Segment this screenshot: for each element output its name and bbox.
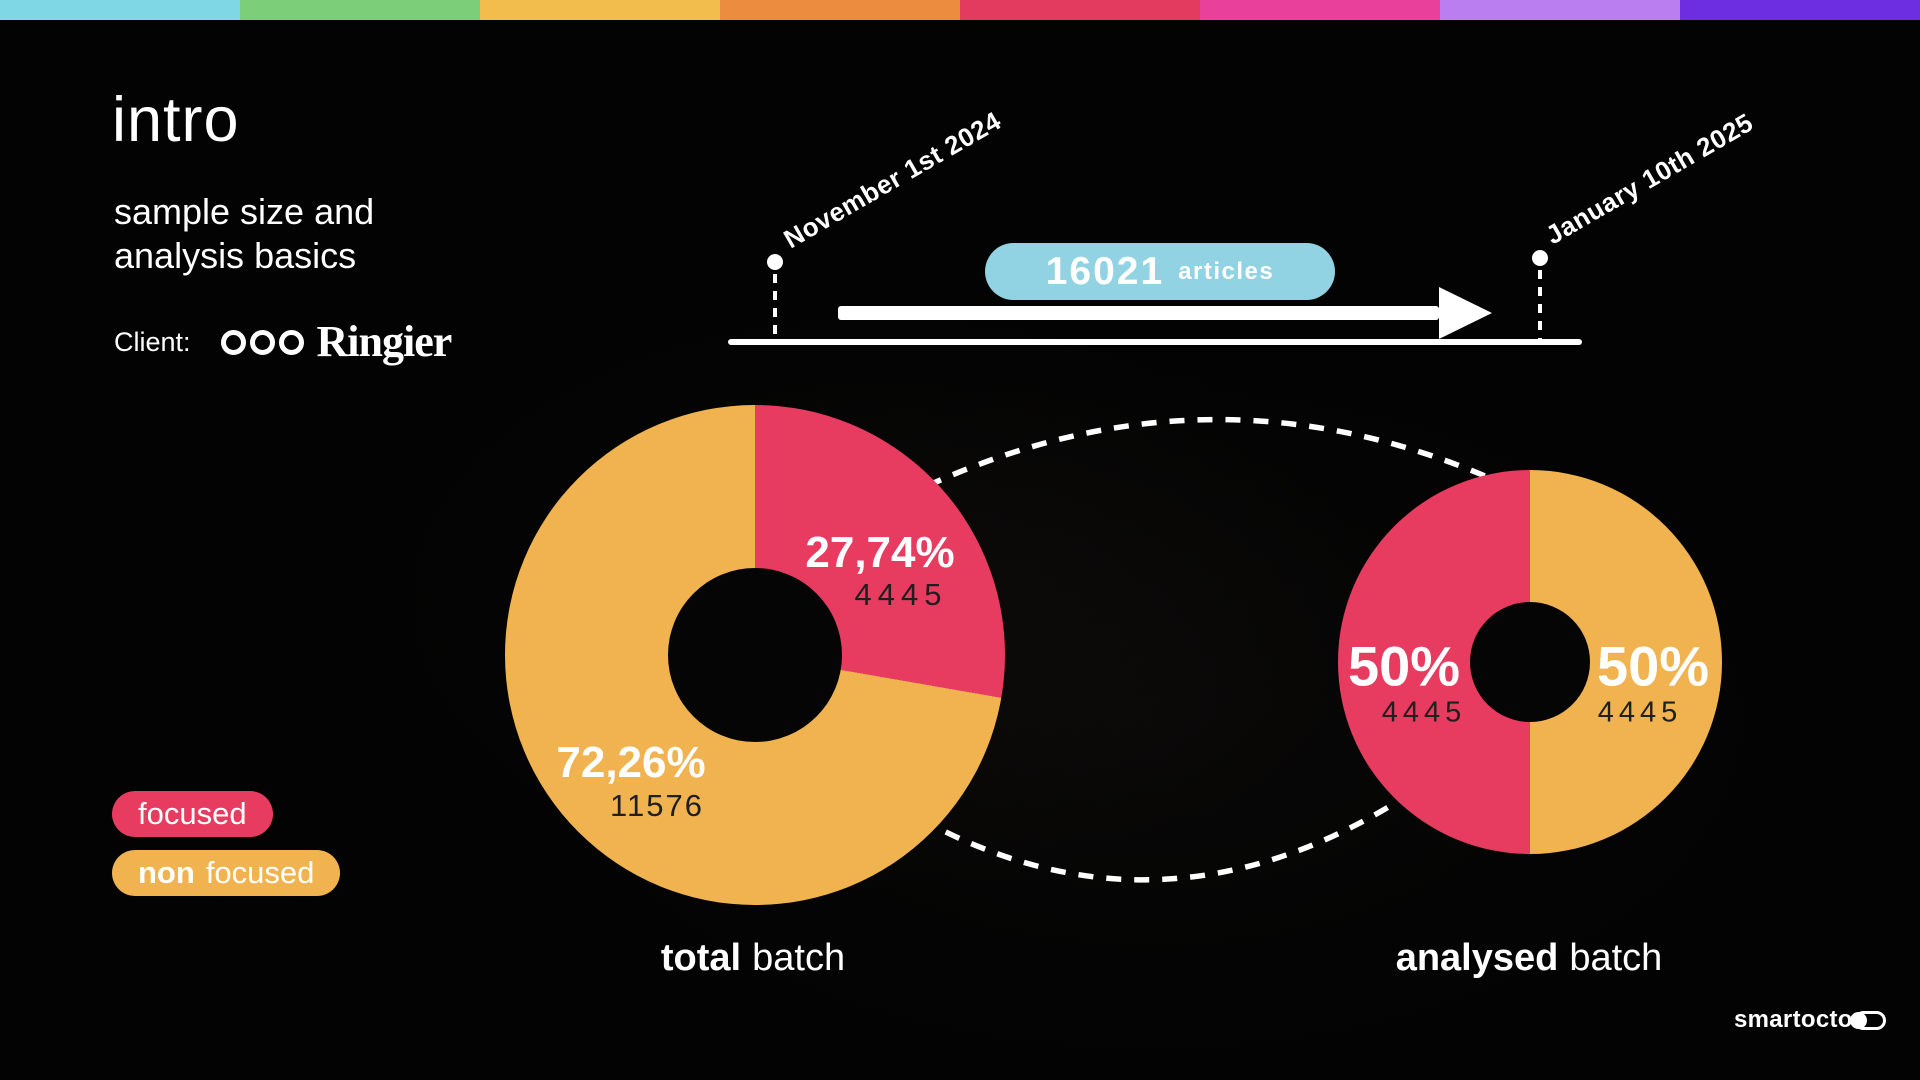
legend-focused-label: focused <box>138 796 247 831</box>
ringier-logo: Ringier <box>220 317 453 366</box>
top-bar-segment <box>1440 0 1680 20</box>
total-nonfocused-percent: 72,26% <box>556 738 706 787</box>
top-bar-segment <box>240 0 480 20</box>
top-bar-segment <box>480 0 720 20</box>
ringier-circle-icon <box>220 329 246 355</box>
articles-count-badge: 16021 articles <box>985 243 1335 300</box>
caption-analysed-bold: analysed <box>1395 937 1559 979</box>
top-bar-segment <box>720 0 960 20</box>
donut-chart-total-batch <box>505 405 1005 905</box>
top-bar-segment <box>1200 0 1440 20</box>
client-row: Client: Ringier <box>114 317 453 366</box>
timeline-baseline <box>728 339 1582 345</box>
analysed-focused-percent: 50% <box>1347 634 1461 698</box>
top-bar-segment <box>0 0 240 20</box>
smartocto-toggle-icon <box>1849 1010 1886 1030</box>
top-bar-segment <box>960 0 1200 20</box>
timeline-end-label: January 10th 2025 <box>1540 107 1759 251</box>
timeline-start-dot <box>767 254 783 270</box>
ringier-circle-icon <box>249 329 275 355</box>
timeline-arrowhead-icon <box>1439 287 1492 339</box>
caption-total-batch: total batch <box>661 937 845 980</box>
timeline-end-dot <box>1532 250 1548 266</box>
legend-item-focused: focused <box>112 791 273 837</box>
total-nonfocused-value: 11576 <box>610 788 704 823</box>
smartocto-logo: smartocto <box>1734 1006 1886 1034</box>
caption-total-rest: batch <box>752 937 846 979</box>
page-subtitle: sample size and analysis basics <box>114 191 375 276</box>
timeline-arrow-shaft <box>838 306 1439 320</box>
caption-analysed-rest: batch <box>1569 937 1663 979</box>
legend-item-non-focused: non focused <box>112 850 341 896</box>
top-color-bar <box>0 0 1920 20</box>
timeline-start-label: November 1st 2024 <box>778 105 1007 255</box>
analysed-nonfocused-value: 4445 <box>1597 696 1683 729</box>
analysed-nonfocused-percent: 50% <box>1596 634 1710 698</box>
analysed-focused-value: 4445 <box>1381 696 1467 729</box>
top-bar-segment <box>1680 0 1920 20</box>
ringier-circle-icon <box>278 329 304 355</box>
total-focused-value: 4445 <box>854 577 948 612</box>
caption-total-bold: total <box>660 937 742 979</box>
caption-analysed-batch: analysed batch <box>1396 937 1663 980</box>
client-label: Client: <box>114 326 191 357</box>
legend: focused non focused <box>112 791 341 896</box>
donut-chart-analysed-batch <box>1338 470 1722 854</box>
smartocto-wordmark: smartocto <box>1734 1006 1853 1033</box>
legend-nonfocused-prefix: non <box>138 855 195 890</box>
legend-nonfocused-label: focused <box>205 855 315 890</box>
total-focused-percent: 27,74% <box>805 528 955 577</box>
page-title: intro <box>112 85 240 155</box>
client-name: Ringier <box>316 317 453 366</box>
articles-unit: articles <box>1178 257 1275 285</box>
articles-count: 16021 <box>1045 249 1165 293</box>
